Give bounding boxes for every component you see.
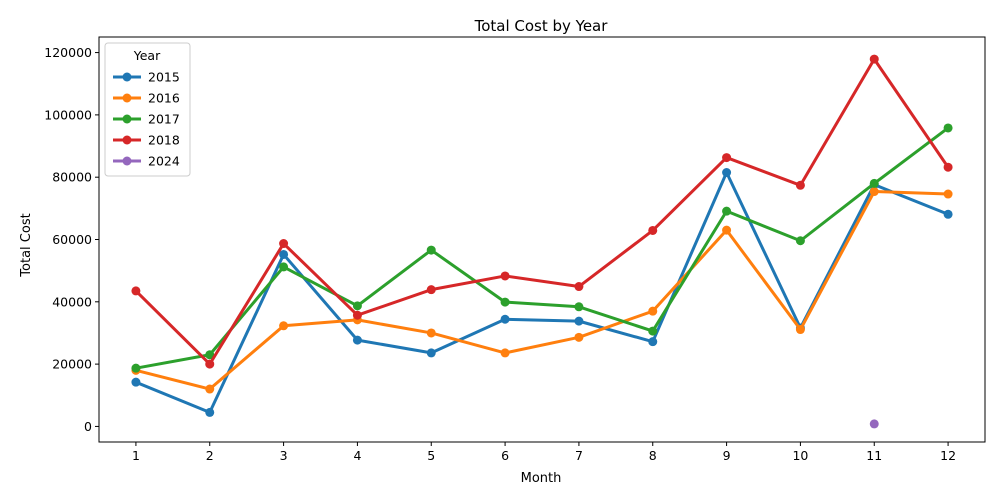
data-point: [131, 363, 141, 373]
data-point: [869, 178, 879, 188]
data-point: [352, 335, 362, 345]
data-point: [722, 225, 732, 235]
data-point: [131, 286, 141, 296]
x-axis-label: Month: [521, 471, 562, 486]
data-point: [500, 348, 510, 358]
data-point: [722, 153, 732, 163]
series-line: [134, 171, 950, 414]
y-tick-label: 100000: [44, 107, 92, 122]
data-point: [352, 301, 362, 311]
data-point: [869, 54, 879, 64]
data-point: [426, 245, 436, 255]
data-point: [574, 332, 584, 342]
data-point: [722, 206, 732, 216]
legend-item-2018: 2018: [113, 133, 180, 148]
series-2018: [131, 54, 953, 369]
x-tick-label: 9: [723, 448, 731, 463]
x-tick-label: 3: [280, 448, 288, 463]
series-line: [134, 57, 950, 366]
legend-item-2017: 2017: [113, 112, 180, 127]
legend-item-2015: 2015: [113, 70, 180, 85]
data-point: [943, 162, 953, 172]
series-2017: [131, 123, 953, 373]
y-tick-label: 60000: [52, 232, 92, 247]
legend: Year 2015 2016 2017 2018 2024: [104, 42, 191, 177]
series-2024: [869, 419, 879, 429]
y-axis-label: Total Cost: [19, 213, 34, 277]
data-point: [648, 225, 658, 235]
legend-label: 2024: [148, 154, 180, 169]
x-tick-label: 7: [575, 448, 583, 463]
legend-swatch-marker: [122, 93, 132, 103]
data-point: [426, 328, 436, 338]
legend-label: 2018: [148, 133, 180, 148]
data-point: [943, 209, 953, 219]
data-point: [279, 321, 289, 331]
x-tick-label: 1: [132, 448, 140, 463]
y-tick-label: 80000: [52, 170, 92, 185]
legend-label: 2017: [148, 112, 180, 127]
legend-label: 2015: [148, 70, 180, 85]
data-point: [574, 302, 584, 312]
x-tick-label: 12: [940, 448, 956, 463]
data-point: [426, 285, 436, 295]
plot-area-frame: [98, 36, 986, 443]
y-tick-label: 120000: [44, 45, 92, 60]
data-point: [279, 249, 289, 259]
data-point: [205, 359, 215, 369]
legend-label: 2016: [148, 91, 180, 106]
data-point: [279, 239, 289, 249]
data-point: [426, 348, 436, 358]
y-tick-label: 0: [84, 419, 92, 434]
data-point: [795, 180, 805, 190]
series-line: [134, 190, 950, 391]
data-point: [943, 189, 953, 199]
data-point: [205, 407, 215, 417]
data-point: [500, 297, 510, 307]
x-tick-label: 4: [353, 448, 361, 463]
data-point: [574, 282, 584, 292]
series-layer: [131, 54, 953, 429]
y-tick-label: 40000: [52, 294, 92, 309]
data-point: [279, 262, 289, 272]
data-point: [869, 419, 879, 429]
data-point: [795, 236, 805, 246]
data-point: [722, 168, 732, 178]
legend-swatch-marker: [122, 156, 132, 166]
axis-ticks: 1 2 3 4 5 6 7 8 9 10 11 120200004000060000800001000…: [44, 45, 956, 463]
x-tick-label: 10: [792, 448, 808, 463]
x-tick-label: 11: [866, 448, 882, 463]
data-point: [869, 187, 879, 197]
data-point: [648, 337, 658, 347]
data-point: [205, 350, 215, 360]
legend-item-2024: 2024: [113, 154, 180, 169]
data-point: [795, 325, 805, 335]
data-point: [131, 377, 141, 387]
legend-title: Year: [133, 48, 161, 63]
legend-item-2016: 2016: [113, 91, 180, 106]
data-point: [648, 306, 658, 316]
data-point: [943, 123, 953, 133]
y-tick-label: 20000: [52, 357, 92, 372]
data-point: [500, 314, 510, 324]
x-tick-label: 8: [649, 448, 657, 463]
x-tick-label: 5: [427, 448, 435, 463]
data-point: [352, 310, 362, 320]
data-point: [500, 271, 510, 281]
series-line: [134, 126, 950, 370]
legend-swatch-marker: [122, 72, 132, 82]
legend-swatch-marker: [122, 135, 132, 145]
x-tick-label: 6: [501, 448, 509, 463]
data-point: [205, 384, 215, 394]
data-point: [648, 326, 658, 336]
x-tick-label: 2: [206, 448, 214, 463]
chart-title: Total Cost by Year: [474, 17, 609, 35]
legend-swatch-marker: [122, 114, 132, 124]
data-point: [574, 316, 584, 326]
